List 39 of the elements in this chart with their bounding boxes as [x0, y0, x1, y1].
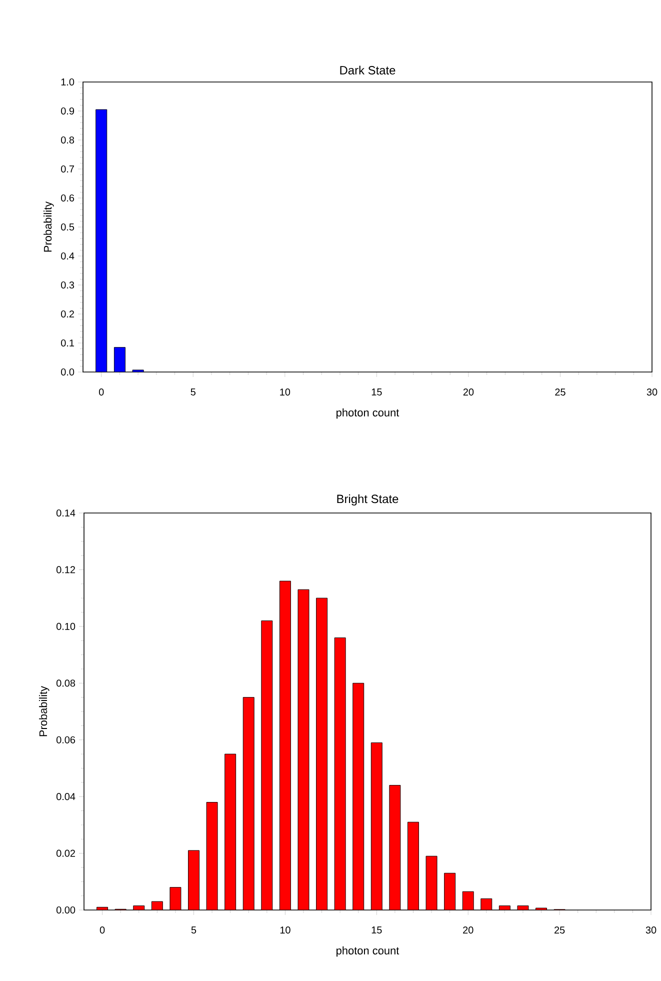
x-tick-label: 10 [280, 388, 290, 396]
y-tick-label: 0.5 [61, 223, 74, 231]
x-tick-label: 15 [372, 388, 382, 396]
x-tick-label: 30 [646, 388, 658, 396]
y-tick-label: 0.1 [61, 339, 74, 347]
y-tick-label: 0.02 [56, 850, 75, 857]
y-tick-label: 0.12 [56, 566, 75, 574]
x-tick-label: 30 [646, 926, 656, 934]
y-tick-label: 0.8 [61, 136, 74, 144]
y-tick-label: 0.08 [56, 680, 76, 687]
y-tick-label: 0.6 [61, 194, 74, 202]
x-tick-label: 20 [463, 388, 474, 396]
y-tick-label: 0.00 [56, 906, 76, 914]
y-tick-label: 0.0 [61, 368, 74, 376]
y-tick-label: 0.04 [56, 793, 76, 800]
x-axis-title: photon count [336, 408, 400, 419]
x-tick-label: 25 [554, 926, 565, 934]
x-tick-label: 20 [463, 926, 474, 934]
y-tick-label: 1.0 [61, 78, 74, 86]
x-tick-label: 15 [372, 926, 382, 934]
y-tick-label: 0.3 [61, 281, 74, 289]
chart-title: Dark State [340, 66, 396, 74]
y-axis-title: Probability [39, 686, 50, 736]
y-tick-label: 0.10 [56, 622, 76, 630]
y-tick-label: 0.2 [61, 310, 74, 318]
chart-title: Bright State [337, 494, 398, 506]
y-tick-label: 0.9 [61, 107, 74, 115]
y-tick-label: 0.06 [56, 736, 76, 744]
y-tick-label: 0.14 [56, 509, 76, 517]
x-axis-title: photon count [336, 946, 400, 957]
y-tick-label: 0.4 [61, 252, 74, 260]
x-tick-label: 25 [555, 388, 566, 396]
x-tick-label: 5 [191, 926, 196, 934]
x-tick-label: 10 [280, 926, 290, 934]
y-tick-label: 0.7 [61, 165, 74, 173]
y-axis-title: Probability [44, 201, 54, 252]
x-tick-label: 0 [98, 388, 104, 396]
x-tick-label: 0 [100, 926, 105, 934]
x-tick-label: 5 [190, 388, 196, 396]
